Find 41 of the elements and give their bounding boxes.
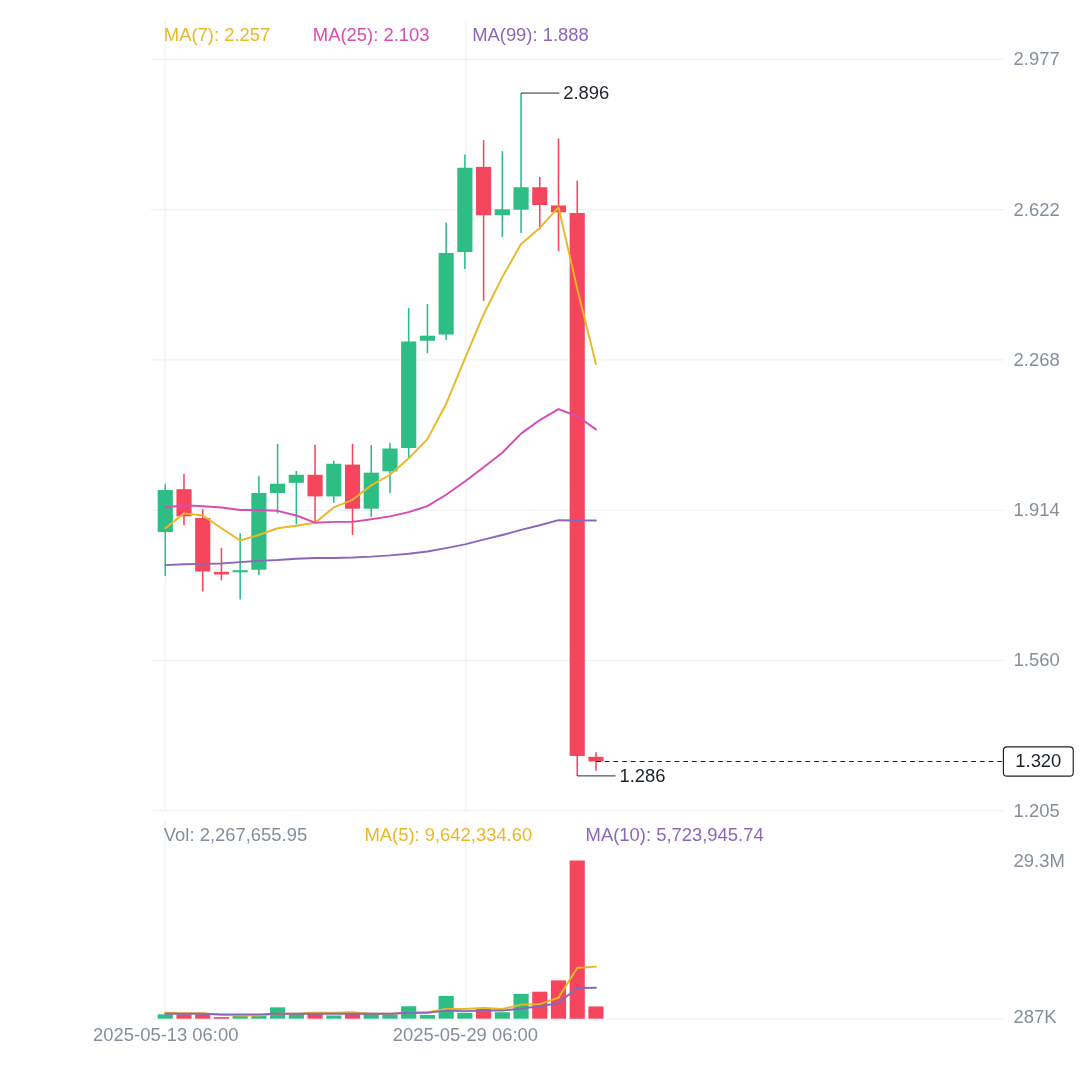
candlestick: [232, 532, 248, 601]
y-tick-label: 1.560: [1013, 649, 1060, 670]
y-tick-label: 1.205: [1013, 799, 1060, 821]
annotation: 1.286: [619, 764, 666, 786]
candlestick: [419, 303, 435, 354]
x-tick-label: 2025-05-29 06:00: [392, 1024, 539, 1046]
bar: [588, 1006, 604, 1019]
candlestick: [494, 150, 510, 238]
line-series: [164, 206, 597, 542]
line-series: [164, 408, 597, 524]
bar: [419, 1014, 435, 1019]
candlestick: [307, 443, 323, 524]
y-tick-label: 2.268: [1013, 348, 1060, 370]
text: MA(10): 5,723,945.74: [585, 824, 764, 846]
line-series: [164, 986, 597, 1016]
candlestick: [513, 92, 529, 234]
bar: [157, 1014, 173, 1019]
text: MA(7): 2.257: [163, 24, 271, 46]
candlestick: [588, 751, 604, 772]
candlestick: [382, 442, 398, 494]
x-tick-label: 2025-05-13 06:00: [93, 1024, 239, 1046]
annotation: Vol: 2,267,655.95: [163, 824, 308, 846]
ref-line-label: 1.320: [1015, 750, 1062, 772]
candlestick: [270, 443, 286, 515]
text: MA(99): 1.888: [472, 24, 589, 46]
y-tick-label: 29.3M: [1013, 849, 1065, 871]
y-tick-label: 2.977: [1013, 48, 1060, 70]
annotation: 2.896: [563, 81, 610, 103]
y-tick-label: 2.622: [1013, 198, 1060, 220]
line-series: [164, 519, 597, 567]
text: MA(5): 9,642,334.60: [364, 824, 533, 846]
bar: [494, 1012, 510, 1019]
bar: [569, 860, 585, 1019]
candlestick: [288, 470, 304, 526]
text: MA(25): 2.103: [312, 24, 430, 46]
bar: [457, 1012, 473, 1019]
y-tick-label: 1.914: [1013, 498, 1060, 520]
y-tick-label: 287K: [1013, 1006, 1058, 1028]
bar: [326, 1015, 342, 1019]
candlestick: [532, 176, 548, 230]
bar: [232, 1015, 248, 1019]
